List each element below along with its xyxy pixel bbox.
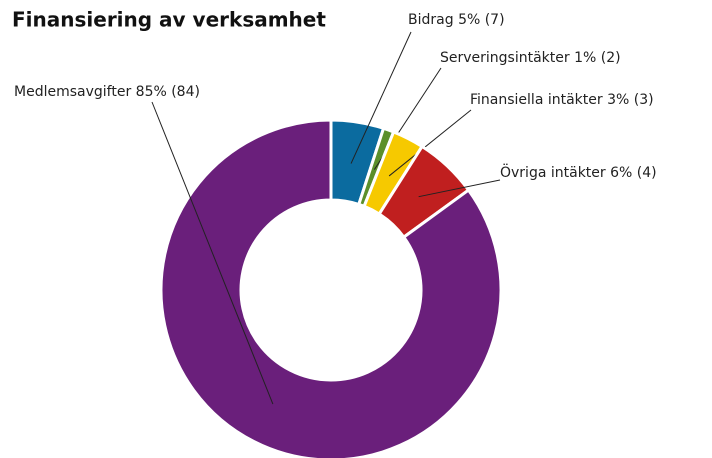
- chart-title: Finansiering av verksamhet: [12, 8, 326, 32]
- slice-label-value: 85% (84): [136, 84, 200, 100]
- slice-label-value: 6% (4): [610, 165, 657, 181]
- leader-line: [388, 109, 472, 177]
- leader-line: [151, 101, 274, 405]
- slice-label-name: Bidrag: [408, 12, 454, 28]
- slice-label: Medlemsavgifter 85% (84): [14, 84, 200, 100]
- leader-line: [350, 31, 412, 164]
- slice-label-name: Finansiella intäkter: [470, 92, 603, 108]
- slice-label-name: Övriga intäkter: [500, 163, 606, 181]
- slice-label: Serveringsintäkter 1% (2): [440, 50, 621, 66]
- slice-label-value: 5% (7): [458, 12, 505, 28]
- slice-label: Bidrag 5% (7): [408, 12, 505, 28]
- slice-label: Övriga intäkter 6% (4): [500, 163, 657, 181]
- slice-label-name: Serveringsintäkter: [440, 50, 570, 66]
- slice-label-value: 3% (3): [607, 92, 654, 108]
- slice-label: Finansiella intäkter 3% (3): [470, 92, 654, 108]
- donut-slice: [159, 118, 503, 458]
- slice-label-name: Medlemsavgifter: [14, 84, 131, 100]
- slice-label-value: 1% (2): [574, 50, 621, 66]
- leader-line: [418, 179, 501, 198]
